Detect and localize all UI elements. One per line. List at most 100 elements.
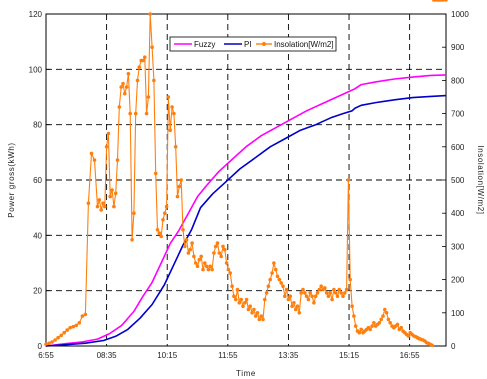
- y-right-tick-label: 600: [451, 143, 465, 152]
- data-point-insolation: [221, 244, 225, 249]
- y-left-tick-label: 40: [33, 231, 42, 240]
- data-point-insolation: [252, 307, 256, 312]
- data-point-insolation: [133, 111, 138, 116]
- data-point-insolation: [343, 291, 347, 295]
- data-point-insolation: [381, 314, 385, 318]
- data-point-insolation: [303, 291, 307, 295]
- data-point-insolation: [301, 287, 305, 292]
- data-point-insolation: [47, 341, 51, 346]
- data-point-insolation: [228, 271, 232, 275]
- x-tick-label: 13:35: [278, 351, 299, 360]
- data-point-insolation: [132, 211, 136, 215]
- data-point-insolation: [206, 267, 211, 272]
- data-point-insolation: [115, 158, 120, 162]
- data-point-insolation: [170, 105, 174, 109]
- data-point-insolation: [277, 277, 282, 282]
- y-left-tick-label: 100: [29, 65, 43, 74]
- y-right-tick-label: 500: [451, 176, 465, 185]
- data-point-insolation: [157, 231, 162, 235]
- data-point-insolation: [293, 307, 298, 312]
- data-point-insolation: [288, 294, 293, 299]
- data-point-insolation: [219, 254, 223, 259]
- data-point-insolation: [175, 194, 180, 199]
- data-point-insolation: [319, 284, 324, 289]
- data-point-insolation: [135, 78, 140, 83]
- data-point-insolation: [444, 0, 448, 2]
- legend: Fuzzy PI Insolation[W/m2]: [169, 36, 337, 52]
- data-point-insolation: [108, 194, 112, 199]
- y-right-tick-label: 1000: [451, 10, 469, 19]
- y-right-tick-label: 900: [451, 43, 465, 52]
- data-point-insolation: [268, 277, 273, 282]
- data-point-insolation: [168, 128, 172, 132]
- data-point-insolation: [328, 291, 333, 295]
- data-point-insolation: [119, 85, 123, 89]
- data-point-insolation: [352, 314, 356, 318]
- data-point-insolation: [121, 81, 125, 86]
- data-point-insolation: [106, 131, 111, 136]
- data-point-insolation: [113, 191, 118, 196]
- data-point-insolation: [348, 277, 353, 282]
- data-point-insolation: [104, 145, 109, 149]
- data-point-insolation: [188, 247, 192, 252]
- data-point-insolation: [244, 297, 249, 302]
- data-point-insolation: [263, 297, 267, 302]
- data-point-insolation: [68, 325, 72, 330]
- series-line-fuzzy: [45, 74, 447, 347]
- data-point-insolation: [284, 287, 289, 292]
- data-point-insolation: [103, 204, 107, 209]
- data-point-insolation: [71, 324, 76, 329]
- data-point-insolation: [330, 297, 334, 302]
- data-point-insolation: [292, 301, 296, 305]
- data-point-insolation: [56, 335, 60, 340]
- y-right-tick-label: 200: [451, 276, 465, 285]
- data-point-insolation: [275, 274, 280, 279]
- data-point-insolation: [337, 287, 342, 292]
- grid: [46, 14, 446, 346]
- data-point-insolation: [195, 264, 200, 269]
- y-right-tick-label: 400: [451, 209, 465, 218]
- data-point-insolation: [62, 330, 66, 335]
- data-point-insolation: [341, 294, 345, 299]
- data-point-insolation: [215, 241, 220, 245]
- x-axis-label: Time: [236, 369, 256, 378]
- data-point-insolation: [173, 145, 178, 149]
- data-point-insolation: [248, 304, 252, 309]
- data-point-insolation: [77, 321, 82, 325]
- data-point-insolation: [312, 301, 316, 305]
- legend-marker-insolation: [262, 42, 266, 46]
- data-point-insolation: [253, 314, 258, 318]
- y-left-tick-label: 80: [33, 121, 42, 130]
- data-point-insolation: [208, 264, 212, 269]
- x-tick-label: 6:55: [38, 351, 54, 360]
- data-point-insolation: [323, 286, 327, 290]
- data-point-insolation: [89, 151, 94, 156]
- x-tick-label: 08:35: [97, 351, 118, 360]
- data-point-insolation: [153, 171, 158, 176]
- data-point-insolation: [124, 85, 129, 89]
- data-point-insolation: [141, 58, 145, 63]
- data-point-insolation: [50, 340, 54, 344]
- data-point-insolation: [128, 111, 132, 116]
- data-point-insolation: [273, 267, 278, 272]
- data-point-insolation: [441, 0, 445, 2]
- data-point-insolation: [270, 271, 274, 275]
- series-line-pi: [45, 94, 447, 347]
- legend-box: [169, 36, 337, 52]
- data-point-insolation: [201, 267, 205, 272]
- y-left-tick-label: 0: [38, 342, 43, 351]
- data-point-insolation: [272, 261, 276, 265]
- data-point-insolation: [383, 307, 387, 312]
- data-point-insolation: [95, 204, 100, 209]
- data-point-insolation: [44, 342, 48, 347]
- data-point-insolation: [266, 284, 271, 289]
- data-point-insolation: [261, 317, 265, 322]
- data-point-insolation: [164, 204, 169, 209]
- x-tick-label: 16:55: [400, 351, 421, 360]
- data-point-insolation: [281, 284, 285, 289]
- data-point-insolation: [152, 78, 156, 83]
- data-point-insolation: [59, 333, 63, 338]
- data-point-insolation: [53, 338, 57, 342]
- data-point-insolation: [190, 241, 194, 245]
- data-point-insolation: [339, 291, 344, 295]
